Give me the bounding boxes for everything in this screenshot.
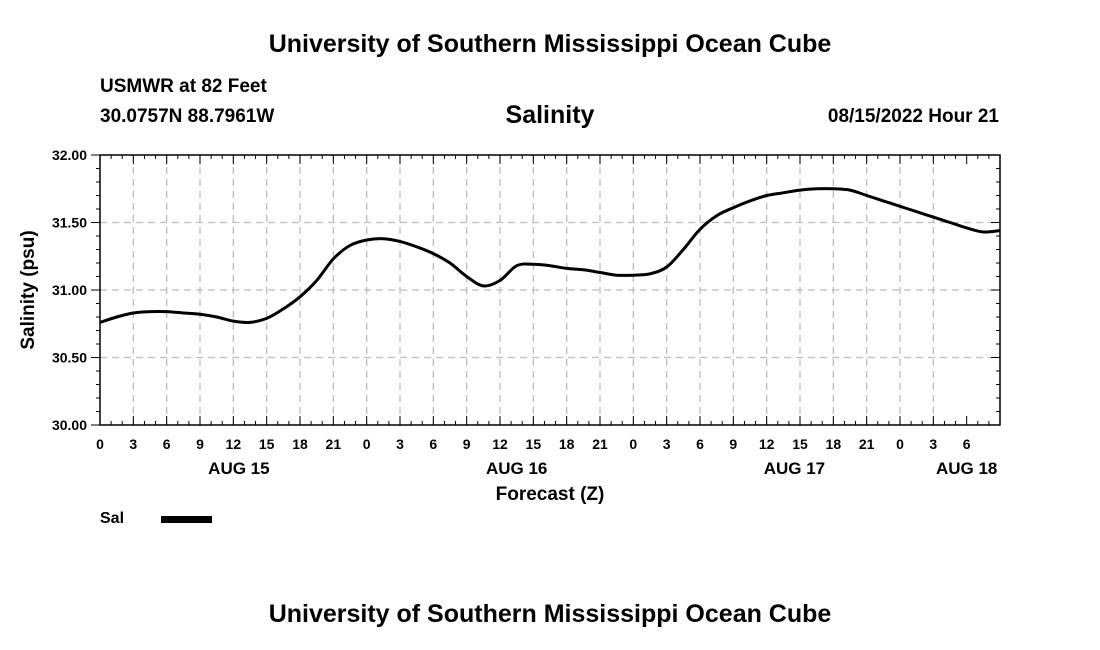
x-tick-label: 3 [396, 436, 404, 452]
x-tick-label: 12 [492, 436, 508, 452]
x-tick-label: 18 [826, 436, 842, 452]
x-tick-label: 3 [929, 436, 937, 452]
x-day-label: AUG 15 [208, 459, 269, 478]
x-tick-label: 3 [663, 436, 671, 452]
y-tick-label: 30.50 [52, 350, 87, 366]
x-tick-label: 3 [129, 436, 137, 452]
x-tick-label: 18 [559, 436, 575, 452]
y-tick-label: 32.00 [52, 147, 87, 163]
x-tick-label: 6 [696, 436, 704, 452]
station-coordinates: 30.0757N 88.7961W [100, 106, 275, 127]
x-tick-label: 15 [792, 436, 808, 452]
x-tick-label: 6 [963, 436, 971, 452]
axis-labels: 0 3 6 9 12 15 18 21 0 3 6 9 12 15 18 21 0 3 6 9 12 15 18 21 0 3 6 A… [52, 147, 997, 478]
x-tick-label: 9 [196, 436, 204, 452]
y-tick-label: 30.00 [52, 417, 87, 433]
x-tick-label: 12 [759, 436, 775, 452]
x-day-label: AUG 16 [486, 459, 547, 478]
x-tick-label: 18 [292, 436, 308, 452]
y-axis-title: Salinity (psu) [18, 230, 39, 349]
x-tick-label: 21 [326, 436, 342, 452]
x-day-label: AUG 17 [764, 459, 825, 478]
x-tick-label: 6 [429, 436, 437, 452]
x-tick-label: 6 [163, 436, 171, 452]
series-layer [99, 187, 1001, 324]
forecast-timestamp: 08/15/2022 Hour 21 [827, 106, 999, 127]
x-tick-label: 9 [463, 436, 471, 452]
x-tick-label: 21 [859, 436, 875, 452]
x-tick-label: 21 [592, 436, 608, 452]
legend-swatch [161, 516, 212, 523]
series-line-sal [99, 187, 1001, 324]
x-tick-label: 0 [629, 436, 637, 452]
y-tick-label: 31.50 [52, 215, 87, 231]
x-axis-title: Forecast (Z) [496, 484, 605, 505]
x-tick-label: 0 [96, 436, 104, 452]
ticks [91, 154, 1001, 426]
x-tick-label: 12 [226, 436, 242, 452]
x-tick-label: 9 [729, 436, 737, 452]
y-tick-label: 31.00 [52, 282, 87, 298]
chart-title: Salinity [505, 101, 595, 129]
x-day-label: AUG 18 [936, 459, 997, 478]
legend-label: Sal [100, 510, 125, 527]
x-tick-label: 0 [896, 436, 904, 452]
station-label: USMWR at 82 Feet [100, 76, 267, 97]
grid [100, 155, 1000, 425]
main-title: University of Southern Mississippi Ocean… [268, 30, 832, 58]
footer-title: University of Southern Mississippi Ocean… [268, 600, 832, 628]
x-tick-label: 0 [363, 436, 371, 452]
x-tick-label: 15 [526, 436, 542, 452]
x-tick-label: 15 [259, 436, 275, 452]
